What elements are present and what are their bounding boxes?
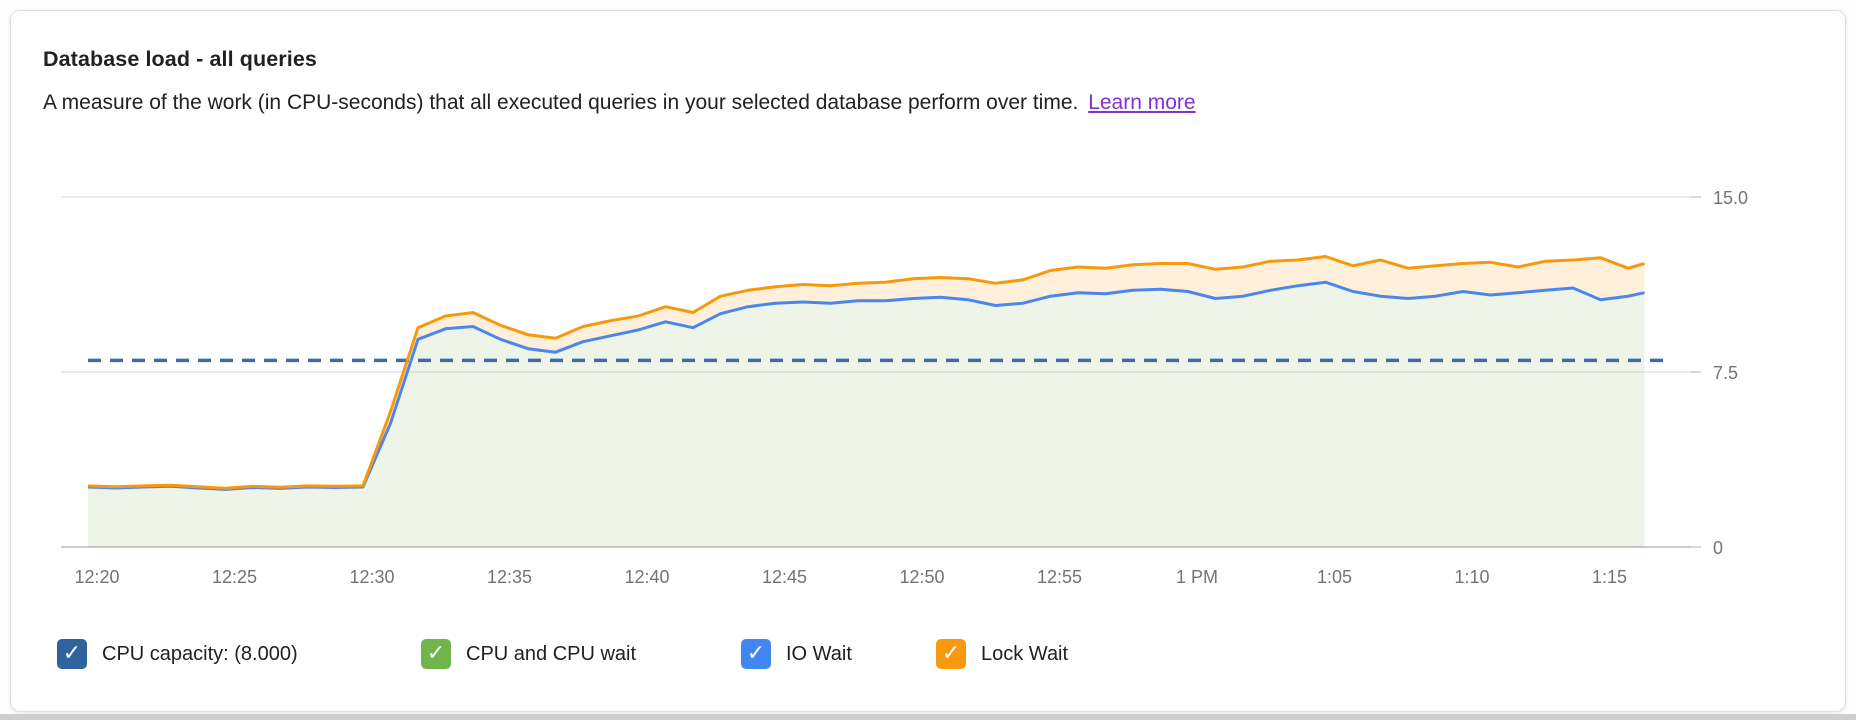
x-axis-label: 12:20 bbox=[74, 567, 119, 587]
legend-label-cpu-and-cpu-wait: CPU and CPU wait bbox=[466, 642, 637, 665]
legend-item-cpu-and-cpu-wait: ✓ CPU and CPU wait bbox=[421, 639, 636, 669]
chart-legend: ✓ CPU capacity: (8.000) ✓ CPU and CPU wait ✓… bbox=[11, 639, 1845, 673]
legend-label-io-wait: IO Wait bbox=[786, 642, 852, 665]
card-subtitle-text: A measure of the work (in CPU-seconds) t… bbox=[43, 91, 1079, 114]
x-axis-label: 1:15 bbox=[1592, 567, 1627, 587]
x-axis-label: 12:30 bbox=[349, 567, 394, 587]
checkmark-icon: ✓ bbox=[426, 640, 446, 665]
cpu-and-cpu-wait-area bbox=[88, 282, 1645, 547]
card-subtitle: A measure of the work (in CPU-seconds) t… bbox=[43, 91, 1196, 115]
learn-more-link[interactable]: Learn more bbox=[1088, 91, 1196, 114]
legend-checkbox-lock-wait[interactable]: ✓ bbox=[936, 639, 966, 669]
legend-checkbox-io-wait[interactable]: ✓ bbox=[741, 639, 771, 669]
x-axis-label: 1:05 bbox=[1317, 567, 1352, 587]
card-title: Database load - all queries bbox=[43, 47, 317, 71]
x-axis-label: 1:10 bbox=[1454, 567, 1489, 587]
x-axis-label: 1 PM bbox=[1176, 567, 1218, 587]
legend-checkbox-cpu-capacity[interactable]: ✓ bbox=[57, 639, 87, 669]
page-bottom-divider bbox=[0, 714, 1856, 720]
database-load-chart[interactable]: 0 7.5 15.0 12:20 12:25 12:30 12:35 12:40 12:45 12… bbox=[11, 11, 1846, 712]
y-axis-label: 7.5 bbox=[1713, 363, 1738, 383]
legend-checkbox-cpu-and-cpu-wait[interactable]: ✓ bbox=[421, 639, 451, 669]
database-load-card: Database load - all queries A measure of… bbox=[10, 10, 1846, 712]
y-axis-label: 15.0 bbox=[1713, 188, 1748, 208]
legend-item-io-wait: ✓ IO Wait bbox=[741, 639, 852, 669]
y-axis-label: 0 bbox=[1713, 538, 1723, 558]
x-axis-label: 12:55 bbox=[1037, 567, 1082, 587]
x-axis-label: 12:45 bbox=[762, 567, 807, 587]
legend-item-lock-wait: ✓ Lock Wait bbox=[936, 639, 1068, 669]
legend-item-cpu-capacity: ✓ CPU capacity: (8.000) bbox=[57, 639, 298, 669]
x-axis-label: 12:35 bbox=[487, 567, 532, 587]
legend-label-lock-wait: Lock Wait bbox=[981, 642, 1069, 665]
checkmark-icon: ✓ bbox=[941, 640, 961, 665]
x-axis-label: 12:25 bbox=[212, 567, 257, 587]
x-axis-label: 12:40 bbox=[624, 567, 669, 587]
lock-wait-line bbox=[87, 255, 1645, 490]
checkmark-icon: ✓ bbox=[746, 640, 766, 665]
x-axis-label: 12:50 bbox=[899, 567, 944, 587]
checkmark-icon: ✓ bbox=[62, 640, 82, 665]
legend-label-cpu-capacity: CPU capacity: (8.000) bbox=[102, 642, 298, 665]
